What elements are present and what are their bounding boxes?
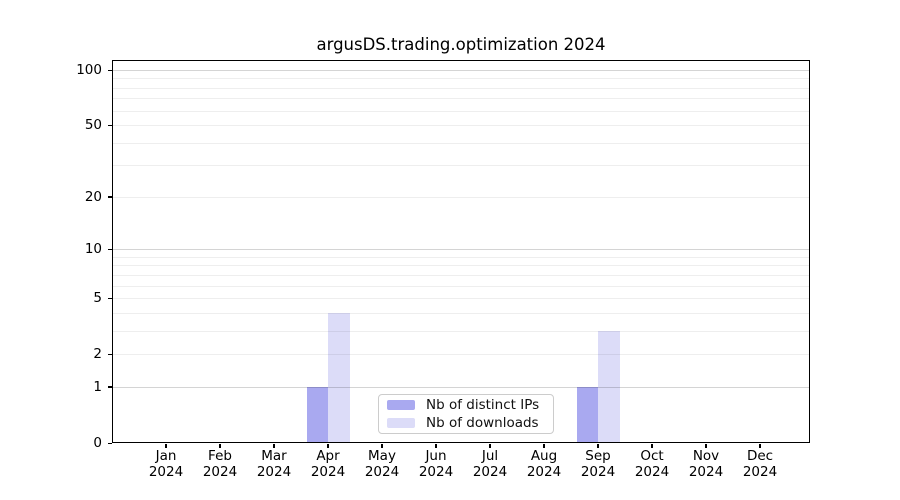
y-axis-tick-0 xyxy=(108,442,112,444)
x-axis-tick-Mar-2024 xyxy=(273,444,275,448)
y-axis-tick-10 xyxy=(108,248,112,250)
x-tick-year: 2024 xyxy=(742,463,778,480)
x-tick-year: 2024 xyxy=(310,463,346,480)
x-tick-label-Mar-2024: Mar 2024 xyxy=(242,448,306,480)
y-tick-label-0: 0 xyxy=(93,435,102,451)
bar-nb-of-distinct-ips-Apr-2024 xyxy=(306,386,328,443)
y-tick-label-50: 50 xyxy=(84,117,102,134)
legend-item-distinct-ips: Nb of distinct IPs xyxy=(387,397,545,413)
x-tick-label-May-2024: May 2024 xyxy=(350,448,414,480)
major-gridline-1 xyxy=(113,386,809,388)
bar-nb-of-downloads-Apr-2024 xyxy=(328,312,350,443)
x-tick-label-Jun-2024: Jun 2024 xyxy=(404,448,468,480)
minor-gridline-8 xyxy=(113,265,809,267)
x-tick-label-Oct-2024: Oct 2024 xyxy=(620,448,684,480)
minor-gridline-60 xyxy=(113,110,809,112)
x-tick-year: 2024 xyxy=(580,463,616,480)
bar-nb-of-distinct-ips-Sep-2024 xyxy=(576,386,598,443)
y-axis-tick-2 xyxy=(108,353,112,355)
y-tick-label-10: 10 xyxy=(84,241,102,258)
x-tick-year: 2024 xyxy=(472,463,508,480)
plot-area xyxy=(112,60,810,443)
legend-label-distinct-ips: Nb of distinct IPs xyxy=(426,397,540,413)
x-axis-tick-Jul-2024 xyxy=(489,444,491,448)
y-axis-tick-50 xyxy=(108,124,112,126)
y-tick-label-5: 5 xyxy=(93,290,102,307)
x-axis-tick-Apr-2024 xyxy=(327,444,329,448)
y-axis-tick-20 xyxy=(108,196,112,198)
x-axis-tick-Dec-2024 xyxy=(759,444,761,448)
x-tick-month: Jul xyxy=(481,448,499,464)
x-tick-label-Jul-2024: Jul 2024 xyxy=(458,448,522,480)
x-tick-month: Dec xyxy=(746,448,774,464)
x-tick-label-Sep-2024: Sep 2024 xyxy=(566,448,630,480)
x-axis-tick-Oct-2024 xyxy=(651,444,653,448)
chart-title: argusDS.trading.optimization 2024 xyxy=(316,35,606,54)
x-tick-year: 2024 xyxy=(688,463,724,480)
legend: Nb of distinct IPs Nb of downloads xyxy=(378,394,554,434)
x-tick-month: Jun xyxy=(425,448,447,464)
legend-item-downloads: Nb of downloads xyxy=(387,415,545,431)
bar-nb-of-downloads-Sep-2024 xyxy=(598,330,620,443)
x-axis-tick-May-2024 xyxy=(381,444,383,448)
y-tick-label-1: 1 xyxy=(93,378,102,395)
x-axis-tick-Aug-2024 xyxy=(543,444,545,448)
minor-gridline-40 xyxy=(113,142,809,144)
major-gridline-10 xyxy=(113,249,809,251)
minor-gridline-3 xyxy=(113,330,809,332)
y-axis-tick-1 xyxy=(108,386,112,388)
y-axis-tick-100 xyxy=(108,69,112,71)
x-tick-year: 2024 xyxy=(634,463,670,480)
minor-gridline-2 xyxy=(113,354,809,356)
x-axis-tick-Jan-2024 xyxy=(165,444,167,448)
x-tick-year: 2024 xyxy=(526,463,562,480)
minor-gridline-6 xyxy=(113,285,809,287)
x-tick-label-Aug-2024: Aug 2024 xyxy=(512,448,576,480)
legend-swatch-distinct-ips xyxy=(387,400,415,410)
x-tick-month: Jan xyxy=(155,448,177,464)
minor-gridline-4 xyxy=(113,312,809,314)
x-tick-month: Feb xyxy=(208,448,232,464)
x-tick-month: Apr xyxy=(316,448,340,464)
x-tick-label-Feb-2024: Feb 2024 xyxy=(188,448,252,480)
minor-gridline-5 xyxy=(113,298,809,300)
minor-gridline-9 xyxy=(113,256,809,258)
x-axis-tick-Jun-2024 xyxy=(435,444,437,448)
legend-label-downloads: Nb of downloads xyxy=(426,415,539,431)
x-tick-month: Sep xyxy=(585,448,611,464)
x-tick-month: Mar xyxy=(261,448,287,464)
minor-gridline-30 xyxy=(113,165,809,167)
x-tick-month: Nov xyxy=(692,448,720,464)
legend-swatch-downloads xyxy=(387,418,415,428)
x-tick-month: May xyxy=(368,448,396,464)
minor-gridline-20 xyxy=(113,196,809,198)
minor-gridline-7 xyxy=(113,274,809,276)
y-axis-tick-5 xyxy=(108,297,112,299)
y-tick-label-2: 2 xyxy=(93,346,102,363)
x-tick-label-Jan-2024: Jan 2024 xyxy=(134,448,198,480)
x-axis-tick-Nov-2024 xyxy=(705,444,707,448)
minor-gridline-70 xyxy=(113,98,809,100)
x-axis-tick-Feb-2024 xyxy=(219,444,221,448)
x-axis-tick-Sep-2024 xyxy=(597,444,599,448)
x-tick-label-Nov-2024: Nov 2024 xyxy=(674,448,738,480)
x-tick-year: 2024 xyxy=(148,463,184,480)
x-tick-label-Dec-2024: Dec 2024 xyxy=(728,448,792,480)
x-tick-year: 2024 xyxy=(418,463,454,480)
x-tick-label-Apr-2024: Apr 2024 xyxy=(296,448,360,480)
minor-gridline-90 xyxy=(113,78,809,80)
x-tick-year: 2024 xyxy=(256,463,292,480)
x-tick-year: 2024 xyxy=(364,463,400,480)
x-tick-month: Aug xyxy=(530,448,558,464)
x-tick-month: Oct xyxy=(640,448,664,464)
major-gridline-100 xyxy=(113,70,809,71)
x-tick-year: 2024 xyxy=(202,463,238,480)
y-tick-label-100: 100 xyxy=(76,62,102,78)
y-tick-label-20: 20 xyxy=(84,188,102,205)
minor-gridline-80 xyxy=(113,87,809,89)
minor-gridline-50 xyxy=(113,125,809,127)
